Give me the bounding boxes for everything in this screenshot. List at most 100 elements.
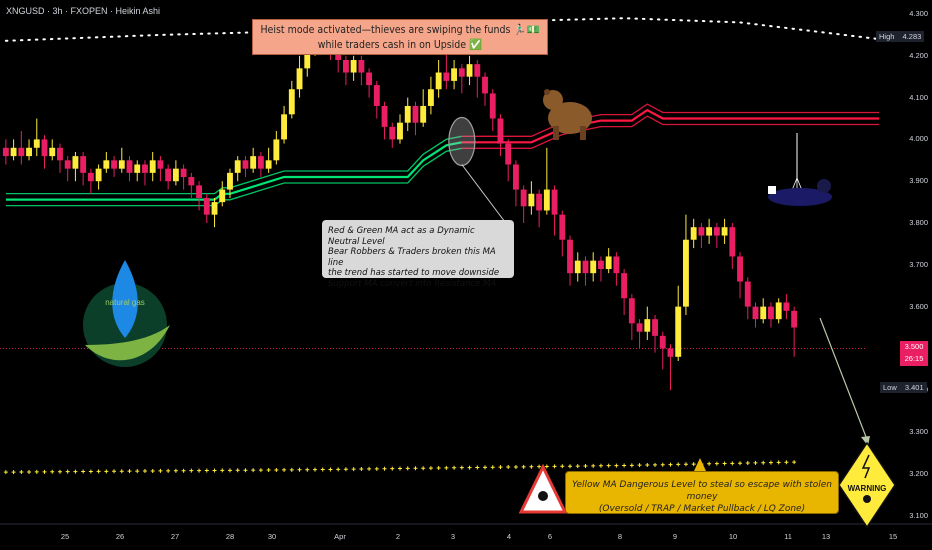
yellow-ma-marker bbox=[606, 463, 611, 468]
yellow-ma-marker bbox=[212, 468, 217, 473]
yellow-ma-marker bbox=[444, 465, 449, 470]
time-tick-label: Apr bbox=[334, 532, 346, 541]
price-tick-label: 4.300 bbox=[909, 9, 928, 18]
candle-body bbox=[203, 197, 210, 215]
candle-body bbox=[420, 105, 427, 123]
yellow-ma-marker bbox=[676, 462, 681, 467]
bear-icon bbox=[553, 126, 559, 140]
candle-body bbox=[443, 72, 450, 81]
candle-body bbox=[180, 168, 187, 178]
yellow-ma-marker bbox=[359, 467, 364, 472]
downside-arrow bbox=[819, 317, 869, 443]
yellow-ma-marker bbox=[305, 467, 310, 472]
yellow-ma-marker bbox=[3, 470, 8, 475]
yellow-ma-marker bbox=[521, 464, 526, 469]
bear-icon bbox=[580, 126, 586, 140]
yellow-ma-marker bbox=[583, 463, 588, 468]
yellow-ma-marker bbox=[459, 465, 464, 470]
candle-body bbox=[397, 122, 403, 140]
yellow-ma-marker bbox=[220, 468, 225, 473]
candle-body bbox=[760, 306, 767, 320]
thief-icon bbox=[817, 179, 831, 193]
yellow-ma-marker bbox=[150, 468, 155, 473]
candle-body bbox=[265, 160, 272, 169]
yellow-ma-marker bbox=[65, 469, 70, 474]
ma-note-line: Support MA convert into Resistance MA bbox=[328, 278, 497, 289]
candle-body bbox=[652, 319, 658, 336]
note-pointer bbox=[461, 164, 506, 223]
low-value: 3.401 bbox=[904, 383, 924, 392]
candle-body bbox=[721, 227, 728, 236]
yellow-ma-marker bbox=[428, 466, 433, 471]
candle-body bbox=[134, 164, 141, 173]
candle-body bbox=[358, 59, 365, 73]
candle-body bbox=[690, 227, 697, 240]
yellow-ma-marker bbox=[81, 469, 86, 474]
yellow-ma-callout: Yellow MA Dangerous Level to steal so es… bbox=[565, 471, 839, 514]
candle-body bbox=[281, 114, 288, 140]
yellow-ma-marker bbox=[19, 470, 24, 475]
price-tick-label: 3.600 bbox=[909, 301, 928, 311]
yellow-ma-marker bbox=[27, 469, 32, 474]
yellow-ma-marker bbox=[683, 462, 688, 467]
yellow-ma-marker bbox=[382, 466, 387, 471]
logo-leaf-icon bbox=[85, 325, 170, 361]
danger-icon bbox=[518, 463, 568, 514]
candle-body bbox=[551, 189, 558, 215]
danger-icon bbox=[538, 491, 548, 501]
yellow-ma-marker bbox=[88, 469, 93, 474]
yellow-ma-marker bbox=[506, 465, 511, 470]
candle-body bbox=[644, 319, 651, 332]
candle-body bbox=[744, 281, 751, 307]
candle-body bbox=[567, 239, 573, 274]
candle-body bbox=[559, 214, 566, 240]
price-tick-label: 3.800 bbox=[909, 218, 928, 228]
time-tick-label: 6 bbox=[547, 532, 553, 541]
time-tick-label: 26 bbox=[115, 532, 125, 541]
candle-body bbox=[574, 260, 581, 274]
yellow-ma-marker bbox=[343, 467, 348, 472]
yellow-ma-marker bbox=[552, 464, 557, 469]
candle-body bbox=[412, 105, 419, 123]
yellow-ma-marker bbox=[197, 468, 202, 473]
red-ma-ribbon bbox=[461, 103, 880, 137]
yellow-ma-marker bbox=[297, 467, 302, 472]
yellow-ma-marker bbox=[158, 468, 163, 473]
candle-body bbox=[211, 202, 218, 215]
candle-body bbox=[737, 256, 743, 282]
candle-body bbox=[41, 139, 48, 157]
candle-body bbox=[628, 298, 635, 324]
yellow-ma-marker bbox=[227, 468, 232, 473]
candle-body bbox=[590, 260, 597, 274]
candle-body bbox=[64, 160, 71, 169]
yellow-ma-marker bbox=[421, 466, 426, 471]
yellow-ma-marker bbox=[204, 468, 209, 473]
candle-body bbox=[474, 64, 481, 77]
yellow-ma-marker bbox=[483, 465, 488, 470]
yellow-ma-marker bbox=[173, 468, 178, 473]
red-ma-ribbon bbox=[461, 115, 880, 149]
yellow-ma-marker bbox=[745, 461, 750, 466]
yellow-ma-marker bbox=[537, 464, 542, 469]
candle-body bbox=[49, 147, 56, 157]
price-tick-label: 4.100 bbox=[909, 92, 928, 102]
yellow-ma-marker bbox=[653, 462, 658, 467]
yellow-ma-marker bbox=[436, 465, 441, 470]
yellow-ma-marker bbox=[629, 463, 634, 468]
candle-body bbox=[404, 105, 411, 123]
candle-body bbox=[458, 68, 465, 77]
candle-body bbox=[605, 256, 612, 269]
yellow-ma-marker bbox=[660, 462, 665, 467]
yellow-ma-marker bbox=[413, 466, 418, 471]
candle-body bbox=[149, 160, 156, 173]
candle-body bbox=[381, 105, 388, 127]
candle-body bbox=[234, 160, 241, 173]
yellow-ma-marker bbox=[127, 469, 132, 474]
candle-body bbox=[466, 64, 473, 77]
yellow-ma-marker bbox=[544, 464, 549, 469]
yellow-ma-marker bbox=[11, 470, 16, 475]
candle-body bbox=[659, 335, 666, 349]
yellow-ma-marker bbox=[560, 464, 565, 469]
ma-note-line: Red & Green MA act as a Dynamic Neutral … bbox=[328, 226, 475, 247]
